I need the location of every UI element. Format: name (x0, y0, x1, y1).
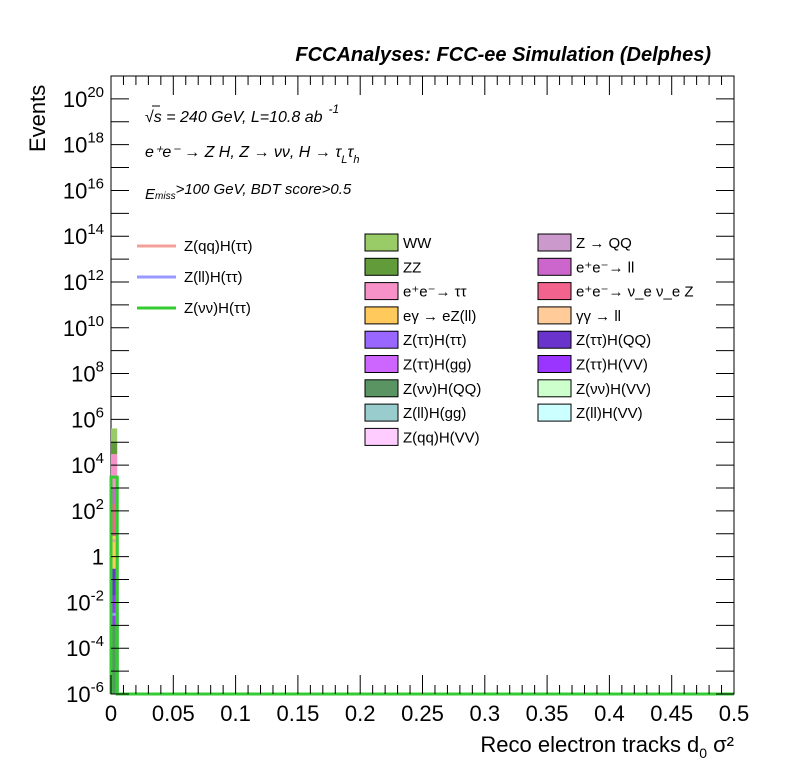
stack-bar (111, 535, 118, 569)
signal-line (109, 475, 734, 696)
legend-swatch (364, 233, 399, 252)
x-tick-label: 0.45 (650, 701, 693, 726)
stack-bar (111, 428, 118, 443)
legend-line-label: Z(ll)H(ττ) (184, 269, 243, 286)
x-tick-label: 0.25 (401, 701, 444, 726)
legend-label: Z(qq)H(VV) (403, 429, 480, 446)
x-tick-label: 0.05 (152, 701, 195, 726)
legend-swatch (364, 330, 399, 349)
x-tick-label: 0.5 (719, 701, 750, 726)
legend: Z(qq)H(ττ) Z(ll)H(ττ) Z(νν)H(ττ) WW ZZ e⁺e⁻→ … (137, 233, 694, 446)
legend-label: Z(ττ)H(VV) (576, 357, 648, 374)
legend-label: Z(νν)H(VV) (576, 381, 651, 398)
y-tick-label: 1010 (63, 313, 104, 341)
legend-label: Z(νν)H(QQ) (403, 381, 481, 398)
legend-swatch (364, 257, 399, 276)
y-tick-label: 1016 (63, 175, 104, 203)
stack-bar (111, 595, 118, 626)
legend-label: ZZ (403, 259, 421, 276)
stack-bar (111, 488, 118, 504)
legend-label: WW (403, 235, 432, 252)
y-axis-title: Events (25, 85, 50, 152)
energy-lumi-label: √s = 240 GeV, L=10.8 ab -1 (145, 102, 339, 126)
signal-histograms (109, 475, 734, 696)
process-label: e⁺e⁻ → Z H, Z → νν, H → τLτh (145, 144, 359, 166)
x-tick-label: 0.3 (470, 701, 501, 726)
legend-swatch (537, 233, 572, 252)
x-tick-label: 0.2 (345, 701, 376, 726)
y-tick-label: 1020 (63, 84, 104, 112)
stacked-histogram (111, 428, 118, 694)
stack-bar (111, 568, 118, 596)
legend-swatch (364, 306, 399, 325)
y-tick-label: 102 (71, 496, 104, 524)
y-tick-label: 1 (92, 545, 104, 570)
stack-bar (111, 454, 118, 488)
y-tick-label: 108 (71, 359, 104, 387)
legend-swatch (537, 306, 572, 325)
legend-label: Z(ll)H(gg) (403, 405, 466, 422)
x-tick-label: 0.1 (220, 701, 251, 726)
y-tick-label: 10-6 (66, 679, 104, 707)
x-tick-label: 0.15 (276, 701, 319, 726)
selection-label: Emiss>100 GeV, BDT score>0.5 (145, 181, 352, 203)
legend-line-label: Z(νν)H(ττ) (184, 300, 251, 317)
y-tick-label: 1014 (63, 221, 104, 249)
y-tick-label: 10-4 (66, 633, 104, 661)
legend-label: Z(ll)H(VV) (576, 405, 643, 422)
x-tick-label: 0 (105, 701, 117, 726)
y-tick-label: 1012 (63, 267, 104, 295)
legend-swatch (537, 330, 572, 349)
y-tick-label: 106 (71, 404, 104, 432)
legend-swatch (364, 427, 399, 446)
legend-swatch (537, 282, 572, 301)
stack-bar (111, 442, 118, 455)
legend-swatch (537, 257, 572, 276)
legend-label: e⁺e⁻→ ττ (403, 284, 467, 301)
legend-label: e⁺e⁻→ ll (576, 259, 634, 276)
legend-swatch (364, 379, 399, 398)
stack-bar (111, 625, 118, 694)
legend-label: γγ → ll (576, 308, 621, 325)
axes: 0 0.05 0.1 0.15 0.2 0.25 0.3 0.35 0.4 0.45 0.5 10-6… (63, 75, 750, 726)
legend-swatch (537, 379, 572, 398)
legend-label: eγ → eZ(ll) (403, 308, 476, 325)
legend-label: Z → QQ (576, 235, 632, 252)
legend-label: Z(ττ)H(gg) (403, 357, 472, 374)
signal-line (109, 539, 734, 696)
legend-swatch (364, 403, 399, 422)
legend-swatch (364, 282, 399, 301)
y-tick-label: 10-2 (66, 587, 104, 615)
legend-line-label: Z(qq)H(ττ) (184, 238, 253, 255)
legend-swatch (537, 355, 572, 373)
legend-label: Z(ττ)H(ττ) (403, 332, 467, 349)
x-tick-label: 0.4 (594, 701, 625, 726)
stack-bar (111, 503, 118, 536)
legend-label: e⁺e⁻→ ν_e ν_e Z (576, 284, 694, 301)
legend-label: Z(ττ)H(QQ) (576, 332, 651, 349)
legend-swatch (537, 403, 572, 422)
y-tick-label: 104 (71, 450, 104, 478)
y-tick-label: 1018 (63, 130, 104, 158)
x-axis-title: Reco electron tracks d0 σ² (480, 732, 734, 761)
x-tick-label: 0.35 (526, 701, 569, 726)
chart-title: FCCAnalyses: FCC-ee Simulation (Delphes) (295, 44, 711, 66)
legend-swatch (364, 355, 399, 373)
